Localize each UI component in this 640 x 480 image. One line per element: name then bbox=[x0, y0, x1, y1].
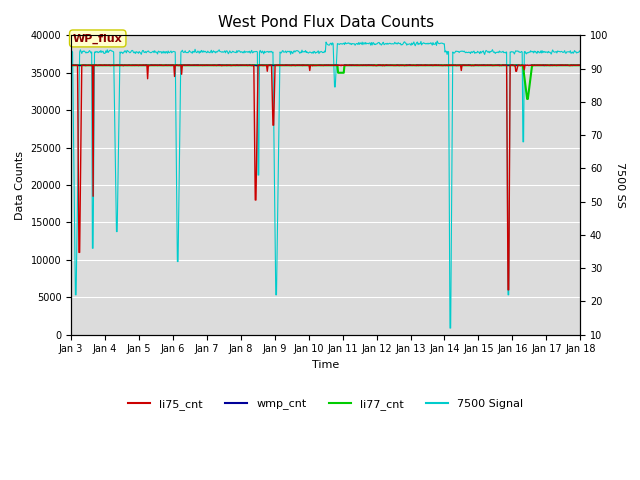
Legend: li75_cnt, wmp_cnt, li77_cnt, 7500 Signal: li75_cnt, wmp_cnt, li77_cnt, 7500 Signal bbox=[124, 394, 527, 414]
Y-axis label: Data Counts: Data Counts bbox=[15, 151, 25, 219]
Text: WP_flux: WP_flux bbox=[73, 33, 123, 44]
Y-axis label: 7500 SS: 7500 SS bbox=[615, 162, 625, 208]
X-axis label: Time: Time bbox=[312, 360, 339, 370]
Title: West Pond Flux Data Counts: West Pond Flux Data Counts bbox=[218, 15, 434, 30]
